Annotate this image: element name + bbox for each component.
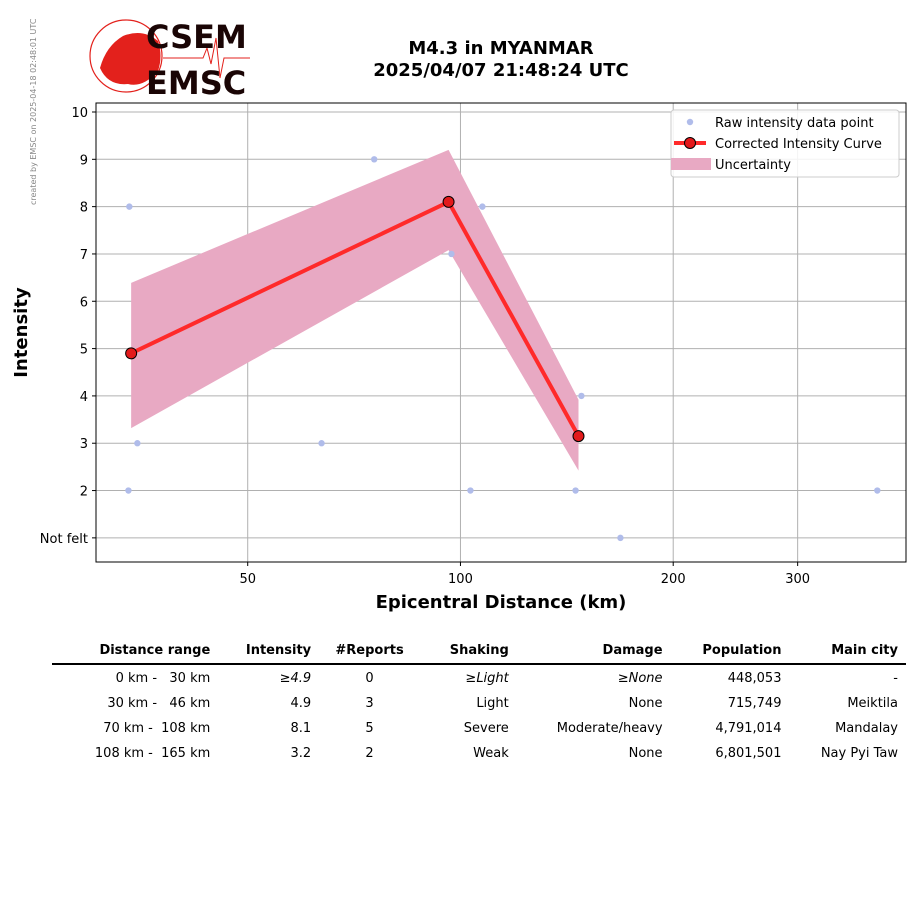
legend-box <box>670 109 900 178</box>
chart-title: M4.3 in MYANMAR 2025/04/07 21:48:24 UTC <box>300 38 702 82</box>
column-header: #Reports <box>319 640 424 665</box>
column-header: Distance range <box>52 640 219 665</box>
raw-data-point <box>448 250 455 258</box>
emsc-logo: CSEM EMSC <box>89 18 250 100</box>
table-cell: 3.2 <box>290 745 312 761</box>
svg-text:EMSC: EMSC <box>146 64 246 100</box>
table-cell: ≥4.9 <box>279 670 312 686</box>
column-header: Shaking <box>424 640 517 665</box>
x-tick-label: 300 <box>785 572 810 587</box>
table-cell: Mandalay <box>835 720 898 736</box>
table-cell: Nay Pyi Taw <box>820 745 898 761</box>
y-tick-label: 8 <box>80 201 88 216</box>
table-cell: Light <box>476 695 509 711</box>
x-tick-label: 50 <box>239 572 256 587</box>
table-cell: Severe <box>463 720 509 736</box>
table-cell: 6,801,501 <box>715 745 782 761</box>
raw-data-point <box>134 440 141 447</box>
table-cell: None <box>628 695 663 711</box>
legend-curve-marker <box>684 137 696 149</box>
curve-marker <box>125 347 138 360</box>
title-event: M4.3 in MYANMAR <box>408 38 594 59</box>
column-header: Population <box>670 640 790 665</box>
table-cell: 70 km - 108 km <box>103 720 211 736</box>
y-tick-label: 9 <box>80 153 88 168</box>
table-cell: ≥Light <box>465 670 509 686</box>
table-cell: 448,053 <box>727 670 782 686</box>
curve-marker <box>572 430 585 443</box>
x-tick-label: 200 <box>661 572 686 587</box>
raw-data-point <box>467 487 474 494</box>
table-cell: 715,749 <box>727 695 782 711</box>
table-cell: Meiktila <box>847 695 898 711</box>
svg-text:CSEM: CSEM <box>146 18 247 56</box>
y-tick-label: 2 <box>80 485 88 500</box>
intensity-chart: Not felt 2 3 4 5 6 7 8 9 10 50 100 200 300 Epicentral … <box>11 102 907 613</box>
table-cell: Moderate/heavy <box>556 720 663 736</box>
table-cell: 5 <box>365 720 374 736</box>
y-tick-label: Not felt <box>40 532 88 547</box>
column-header: Damage <box>516 640 671 665</box>
table-cell: 0 <box>365 670 374 686</box>
title-time: 2025/04/07 21:48:24 UTC <box>373 60 629 81</box>
table-cell: 108 km - 165 km <box>94 745 211 761</box>
table-header-row: Distance range Intensity #Reports Shaking Da… <box>52 640 906 665</box>
table-cell: 4,791,014 <box>715 720 782 736</box>
legend-entry-label: Raw intensity data point <box>715 116 874 131</box>
curve-marker <box>442 195 455 208</box>
y-tick-label: 6 <box>80 295 88 310</box>
table-row: 30 km - 46 km 4.9 3 Light None 715,749 Meiktil… <box>52 690 906 715</box>
legend-uncertainty-patch <box>671 158 711 170</box>
y-tick-label: 3 <box>80 437 88 452</box>
europe-map-shape <box>100 32 161 85</box>
y-axis-label: Intensity <box>11 287 32 378</box>
raw-data-point <box>318 440 325 447</box>
y-tick-label: 4 <box>80 390 88 405</box>
table-row: 0 km - 30 km ≥4.9 0 ≥Light ≥None 448,053 - <box>52 664 906 690</box>
legend-entry-label: Corrected Intensity Curve <box>715 137 882 152</box>
y-tick-label: 7 <box>80 248 88 263</box>
table-cell: 3 <box>365 695 374 711</box>
y-tick-label: 10 <box>71 106 88 121</box>
x-axis-label: Epicentral Distance (km) <box>376 592 627 613</box>
table-row: 108 km - 165 km 3.2 2 Weak None 6,801,501 Nay … <box>52 740 906 765</box>
y-tick-label: 5 <box>80 343 88 358</box>
raw-data-point <box>126 203 133 210</box>
table-cell: 2 <box>365 745 374 761</box>
legend-raw-marker <box>686 118 694 126</box>
column-header: Main city <box>789 640 906 665</box>
raw-data-point <box>572 487 579 494</box>
table-cell: 8.1 <box>290 720 312 736</box>
raw-data-point <box>371 156 378 163</box>
intensity-table: Distance range Intensity #Reports Shaking Da… <box>52 640 906 765</box>
table-row: 70 km - 108 km 8.1 5 Severe Moderate/heavy 4,… <box>52 715 906 740</box>
table-cell: 4.9 <box>290 695 312 711</box>
raw-data-point <box>874 487 881 494</box>
column-header: Intensity <box>218 640 320 665</box>
x-tick-label: 100 <box>448 572 473 587</box>
raw-data-point <box>125 487 132 494</box>
table-cell: - <box>893 670 898 686</box>
raw-data-point <box>578 392 585 400</box>
raw-data-point <box>617 534 624 542</box>
raw-data-point <box>479 203 486 210</box>
table-cell: None <box>628 745 663 761</box>
table-cell: 0 km - 30 km <box>115 670 211 686</box>
legend-entry-label: Uncertainty <box>715 158 791 173</box>
plot-frame <box>95 102 907 563</box>
globe-outline <box>89 19 163 93</box>
table-cell: ≥None <box>617 670 663 686</box>
uncertainty-band <box>131 149 579 471</box>
table-cell: 30 km - 46 km <box>107 695 211 711</box>
table-cell: Weak <box>473 745 509 761</box>
